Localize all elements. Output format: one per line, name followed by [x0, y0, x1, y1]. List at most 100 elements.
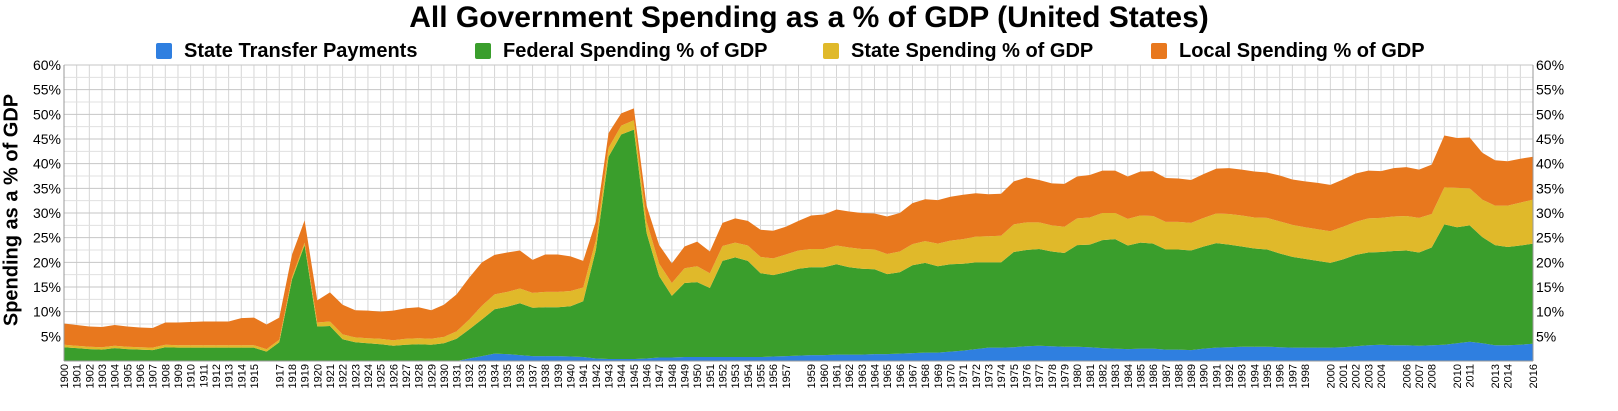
x-tick-label: 2000	[1325, 364, 1337, 388]
y-tick-label-left: 50%	[33, 106, 61, 122]
x-tick-label: 1948	[667, 364, 679, 388]
legend-label-local: Local Spending % of GDP	[1179, 39, 1425, 62]
x-tick-label: 2011	[1465, 364, 1477, 388]
x-tick-label: 1987	[1161, 364, 1173, 388]
x-tick-label: 1913	[224, 364, 236, 388]
area-series-local-spending-of-gdp	[64, 108, 1533, 350]
x-tick-label: 1935	[502, 364, 514, 388]
x-tick-label: 1932	[464, 364, 476, 388]
y-tick-label-right: 10%	[1536, 304, 1564, 320]
x-tick-label: 2002	[1351, 364, 1363, 388]
x-tick-label: 1988	[1173, 364, 1185, 388]
legend-swatch-federal	[475, 43, 491, 59]
x-tick-label: 1993	[1237, 364, 1249, 388]
x-tick-label: 1904	[110, 364, 122, 388]
legend-item-local: Local Spending % of GDP	[1151, 38, 1425, 64]
x-tick-label: 1912	[211, 364, 223, 388]
x-tick-label: 2007	[1414, 364, 1426, 388]
axis-layer: 5% 5% 10% 10% 15% 15% 20% 20% 25% 25% 30% 30% 35% 35%…	[33, 57, 1564, 388]
x-tick-label: 1960	[819, 364, 831, 388]
x-tick-label: 1917	[274, 364, 286, 388]
x-tick-label: 1997	[1287, 364, 1299, 388]
x-tick-label: 1962	[844, 364, 856, 388]
x-tick-label: 1941	[578, 364, 590, 388]
x-tick-label: 1972	[971, 364, 983, 388]
y-tick-label-left: 45%	[33, 131, 61, 147]
x-tick-label: 1931	[452, 364, 464, 388]
y-tick-label-right: 25%	[1536, 230, 1564, 246]
x-tick-label: 1943	[604, 364, 616, 388]
x-tick-label: 2010	[1452, 364, 1464, 388]
x-tick-label: 1947	[654, 364, 666, 388]
x-tick-label: 2014	[1503, 364, 1515, 388]
y-tick-label-right: 45%	[1536, 131, 1564, 147]
area-series-federal-spending-of-gdp	[64, 129, 1533, 361]
x-tick-label: 2008	[1427, 364, 1439, 388]
x-tick-label: 1918	[287, 364, 299, 388]
x-tick-label: 1930	[439, 364, 451, 388]
legend-label-federal: Federal Spending % of GDP	[503, 39, 768, 62]
x-tick-label: 1920	[312, 364, 324, 388]
x-tick-label: 1996	[1275, 364, 1287, 388]
x-tick-label: 1908	[160, 364, 172, 388]
x-tick-label: 1928	[414, 364, 426, 388]
y-tick-label-right: 55%	[1536, 82, 1564, 98]
y-tick-label-left: 5%	[41, 328, 61, 344]
x-tick-label: 1959	[806, 364, 818, 388]
x-tick-label: 1952	[718, 364, 730, 388]
x-tick-label: 1994	[1249, 364, 1261, 388]
y-tick-label-left: 35%	[33, 180, 61, 196]
legend-item-federal: Federal Spending % of GDP	[475, 38, 767, 64]
y-tick-label-right: 20%	[1536, 254, 1564, 270]
y-tick-label-right: 5%	[1536, 328, 1556, 344]
x-tick-label: 1934	[490, 364, 502, 388]
x-tick-label: 1929	[426, 364, 438, 388]
x-tick-label: 1977	[1034, 364, 1046, 388]
x-tick-label: 1967	[907, 364, 919, 388]
x-tick-label: 1951	[705, 364, 717, 388]
x-tick-label: 1968	[920, 364, 932, 388]
legend-label-state: State Spending % of GDP	[851, 39, 1094, 62]
x-tick-label: 1914	[236, 364, 248, 388]
y-tick-label-left: 40%	[33, 156, 61, 172]
x-tick-label: 2003	[1363, 364, 1375, 388]
x-tick-label: 1900	[59, 364, 71, 388]
x-tick-label: 1979	[1059, 364, 1071, 388]
x-tick-label: 2001	[1338, 364, 1350, 388]
chart-title: All Government Spending as a % of GDP (U…	[409, 1, 1209, 34]
x-tick-label: 1971	[958, 364, 970, 388]
x-tick-label: 1901	[72, 364, 84, 388]
x-tick-label: 1909	[173, 364, 185, 388]
x-tick-label: 1938	[540, 364, 552, 388]
x-tick-label: 1915	[249, 364, 261, 388]
legend-item-state-transfer: State Transfer Payments	[156, 38, 417, 64]
y-tick-label-left: 60%	[33, 57, 61, 73]
x-tick-label: 1963	[857, 364, 869, 388]
x-tick-label: 1974	[996, 364, 1008, 388]
x-tick-label: 1906	[135, 364, 147, 388]
x-tick-label: 1978	[1047, 364, 1059, 388]
x-tick-label: 1995	[1262, 364, 1274, 388]
x-tick-label: 2004	[1376, 364, 1388, 388]
y-tick-label-left: 20%	[33, 254, 61, 270]
x-tick-label: 1970	[945, 364, 957, 388]
x-tick-label: 1922	[338, 364, 350, 388]
x-tick-label: 1980	[1072, 364, 1084, 388]
x-tick-label: 1919	[300, 364, 312, 388]
x-tick-label: 2016	[1528, 364, 1540, 388]
x-tick-label: 1992	[1224, 364, 1236, 388]
x-tick-label: 1966	[895, 364, 907, 388]
x-tick-label: 1936	[515, 364, 527, 388]
area-layer	[64, 108, 1533, 361]
x-tick-label: 1933	[477, 364, 489, 388]
x-tick-label: 1953	[730, 364, 742, 388]
legend: State Transfer Payments Federal Spending…	[0, 38, 1618, 64]
x-tick-label: 1983	[1110, 364, 1122, 388]
legend-swatch-state	[823, 43, 839, 59]
x-tick-label: 1957	[781, 364, 793, 388]
x-tick-label: 1976	[1021, 364, 1033, 388]
x-tick-label: 1991	[1211, 364, 1223, 388]
x-tick-label: 1923	[350, 364, 362, 388]
x-tick-label: 1986	[1148, 364, 1160, 388]
